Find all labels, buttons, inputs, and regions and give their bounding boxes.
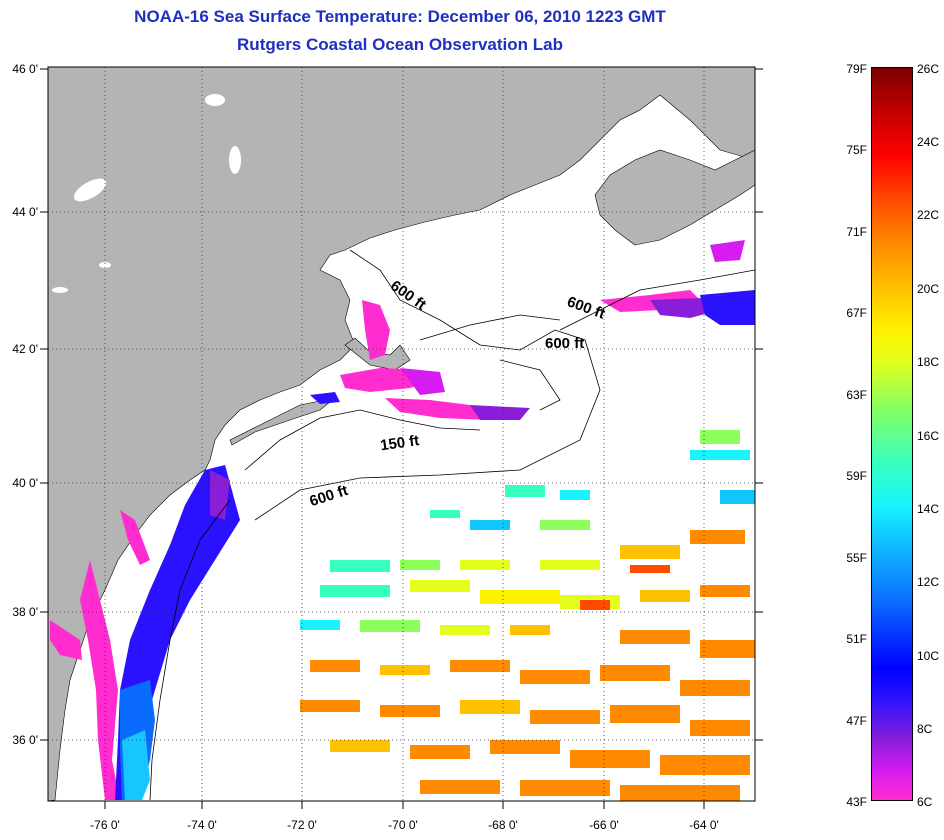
map-title: NOAA-16 Sea Surface Temperature: Decembe… (134, 7, 666, 26)
lat-label-36: 36 0' (12, 733, 38, 747)
colorbar-f-75: 75F (846, 143, 867, 157)
colorbar-f-63: 63F (846, 388, 867, 402)
lon-label-70: -70 0' (388, 818, 418, 832)
colorbar-f-55: 55F (846, 551, 867, 565)
colorbar-c-6: 6C (917, 795, 933, 809)
colorbar-c-12: 12C (917, 575, 940, 589)
colorbar-c-14: 14C (917, 502, 940, 516)
colorbar-c-22: 22C (917, 208, 940, 222)
colorbar-f-79: 79F (846, 62, 867, 76)
lon-label-72: -72 0' (287, 818, 317, 832)
depth-contours (149, 249, 755, 801)
lat-label-38: 38 0' (12, 605, 38, 619)
colorbar-c-8: 8C (917, 722, 933, 736)
colorbar-f-67: 67F (846, 306, 867, 320)
lat-label-40: 40 0' (12, 476, 38, 490)
lat-label-46: 46 0' (12, 62, 38, 76)
lat-label-42: 42 0' (12, 342, 38, 356)
land-long-island (229, 397, 336, 446)
lon-label-74: -74 0' (187, 818, 217, 832)
colorbar-f-59: 59F (846, 469, 867, 483)
lon-label-64: -64 0' (689, 818, 719, 832)
contour-label-150ft: 150 ft (379, 432, 420, 454)
colorbar-f-51: 51F (846, 632, 867, 646)
map-subtitle: Rutgers Coastal Ocean Observation Lab (237, 35, 563, 54)
lon-label-68: -68 0' (488, 818, 518, 832)
lat-label-44: 44 0' (12, 205, 38, 219)
lon-label-66: -66 0' (589, 818, 619, 832)
colorbar-f-71: 71F (846, 225, 867, 239)
colorbar-f-47: 47F (846, 714, 867, 728)
lon-label-76: -76 0' (90, 818, 120, 832)
colorbar-c-24: 24C (917, 135, 940, 149)
land-nova-scotia (594, 149, 755, 246)
colorbar-c-20: 20C (917, 282, 940, 296)
temperature-colorbar (871, 67, 913, 801)
colorbar-c-16: 16C (917, 429, 940, 443)
warm-water-patches (300, 430, 755, 801)
colorbar-c-18: 18C (917, 355, 940, 369)
colorbar-c-10: 10C (917, 649, 940, 663)
colorbar-c-26: 26C (917, 62, 940, 76)
contour-label-600ft-georges: 600 ft (545, 335, 584, 352)
colorbar-f-43: 43F (846, 795, 867, 809)
